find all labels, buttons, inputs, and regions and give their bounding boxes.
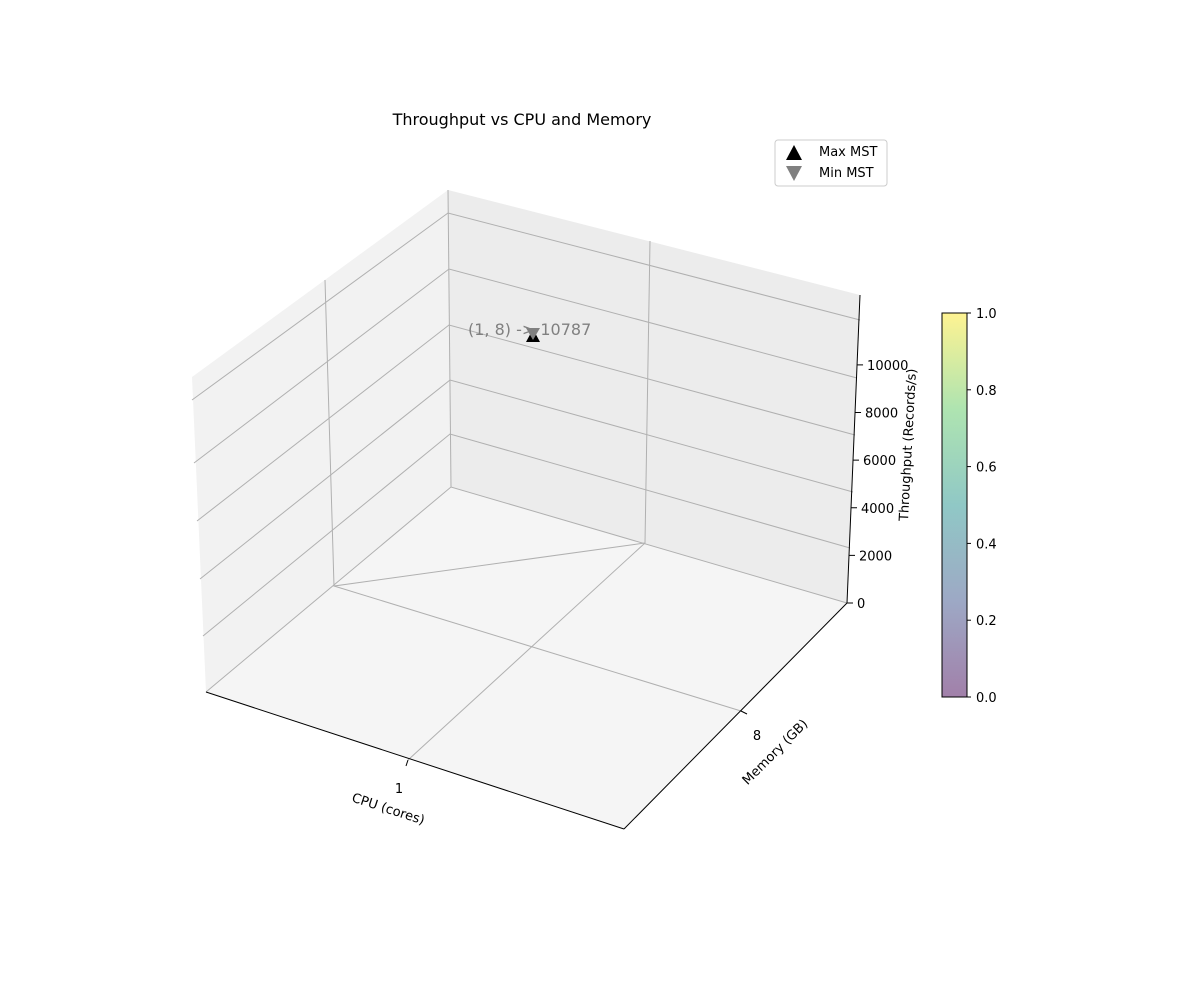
x-axis-label: CPU (cores) — [350, 791, 427, 829]
z-axis-label: Throughput (Records/s) — [897, 368, 920, 522]
y-axis-label: Memory (GB) — [740, 717, 812, 789]
y-tick-mark — [740, 710, 748, 715]
colorbar-frame — [941, 312, 968, 698]
x-ticks: 1 — [395, 759, 409, 797]
legend: Max MST Min MST — [774, 139, 888, 187]
colorbar-ticks: 0.0 0.2 0.4 0.6 0.8 1.0 — [967, 307, 997, 706]
axis-lines — [205, 294, 861, 830]
colorbar: 0.0 0.2 0.4 0.6 0.8 1.0 — [941, 307, 997, 706]
z-tick-label: 6000 — [863, 454, 896, 469]
colorbar-gradient — [942, 313, 967, 697]
z-tick-label: 4000 — [861, 502, 894, 517]
legend-max-mst-label: Max MST — [819, 145, 877, 160]
legend-frame — [774, 139, 888, 187]
z-tick-label: 8000 — [865, 407, 898, 422]
data-points — [526, 328, 540, 342]
y-tick-label: 8 — [753, 729, 761, 744]
z-axis-line — [846, 294, 861, 604]
z-tick-label: 2000 — [859, 549, 892, 564]
legend-min-mst-marker — [786, 166, 802, 181]
gridlines — [191, 189, 861, 761]
x-tick-label: 1 — [395, 782, 403, 797]
legend-max-mst-marker — [786, 145, 802, 160]
point-annotation: (1, 8) -> 10787 — [468, 320, 591, 339]
colorbar-tick-label: 0.0 — [976, 691, 997, 706]
floor-pane — [206, 487, 847, 829]
x-axis-line — [205, 691, 625, 830]
left-pane — [192, 190, 451, 692]
x-tick-mark — [405, 759, 409, 767]
y-axis-line — [623, 602, 848, 830]
colorbar-tick-label: 0.4 — [976, 537, 997, 552]
point-min-mst — [526, 328, 540, 340]
colorbar-tick-label: 1.0 — [976, 307, 997, 322]
colorbar-tick-label: 0.2 — [976, 614, 997, 629]
z-ticks: 0 2000 4000 6000 8000 10000 — [847, 359, 908, 612]
z-tick-label: 0 — [857, 597, 865, 612]
colorbar-tick-label: 0.6 — [976, 461, 997, 476]
y-ticks: 8 — [740, 710, 761, 744]
colorbar-tick-label: 0.8 — [976, 384, 997, 399]
chart-title: Throughput vs CPU and Memory — [392, 110, 652, 129]
legend-min-mst-label: Min MST — [819, 166, 874, 181]
z-tick-label: 10000 — [867, 359, 908, 374]
